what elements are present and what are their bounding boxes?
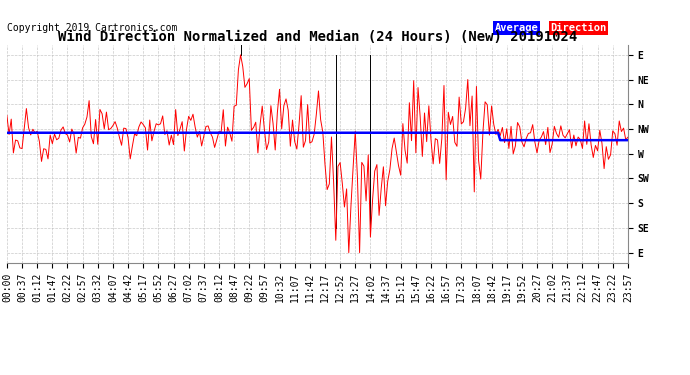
Text: Direction: Direction <box>551 23 607 33</box>
Title: Wind Direction Normalized and Median (24 Hours) (New) 20191024: Wind Direction Normalized and Median (24… <box>58 30 577 44</box>
Text: Copyright 2019 Cartronics.com: Copyright 2019 Cartronics.com <box>7 23 177 33</box>
Text: Average: Average <box>494 23 538 33</box>
